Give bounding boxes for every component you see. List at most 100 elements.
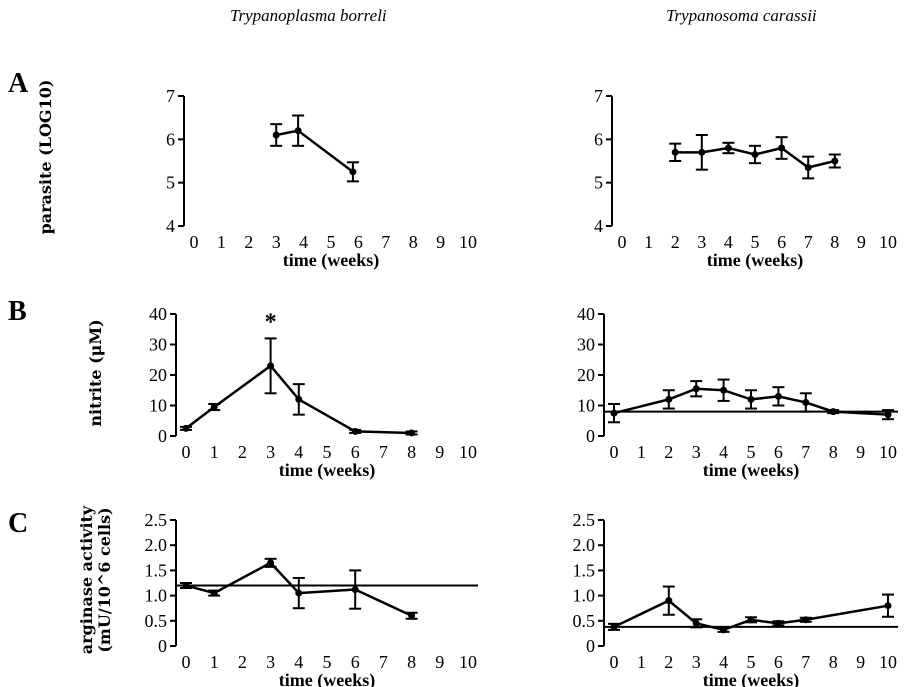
panel-b-right-x-tick-label: 10 — [879, 442, 897, 462]
panel-a-right-x-tick-label: 4 — [724, 232, 733, 252]
panel-c-right-y-tick-label: 2.5 — [573, 510, 596, 530]
panel-c-left-x-tick-label: 8 — [407, 652, 416, 672]
panel-b-right-x-tick-label: 2 — [664, 442, 673, 462]
panel-b-right-data-point — [747, 395, 755, 403]
column-title-t-carassii: Trypanosoma carassii — [666, 6, 817, 25]
panel-b-left-data-point — [210, 403, 218, 411]
panel-a-right-x-tick-label: 9 — [857, 232, 866, 252]
panel-c-right-x-tick-label: 4 — [719, 652, 728, 672]
panel-b-right-x-tick-label: 6 — [774, 442, 783, 462]
panel-c-right-data-point — [884, 602, 892, 610]
panel-a-right-y-tick-label: 7 — [594, 86, 603, 106]
panel-c-left-x-axis-label: time (weeks) — [279, 670, 375, 687]
panel-b-left-x-axis-label: time (weeks) — [279, 460, 375, 481]
panel-b-left-x-tick-label: 3 — [266, 442, 275, 462]
panel-c-left-x-tick-label: 3 — [266, 652, 275, 672]
panel-b-left-x-tick-label: 0 — [182, 442, 191, 462]
panel-a-right-data-point — [671, 148, 679, 156]
panel-b-left-x-tick-label: 5 — [323, 442, 332, 462]
panel-c-right-data-point — [774, 619, 782, 627]
panel-c-right-x-tick-label: 7 — [801, 652, 810, 672]
panel-b-right-y-tick-label: 40 — [577, 304, 595, 324]
panel-c-left-y-tick-label: 2.5 — [145, 510, 168, 530]
panel-c-left-y-tick-label: 0.5 — [145, 611, 168, 631]
panel-b-left-y-tick-label: 10 — [149, 396, 167, 416]
panel-b-right-data-point — [802, 398, 810, 406]
panel-c-right-y-tick-label: 1.0 — [573, 586, 596, 606]
panel-a-left-y-tick-label: 4 — [166, 216, 175, 236]
panel-a-left-x-tick-label: 5 — [327, 232, 336, 252]
panel-c-left-x-tick-label: 5 — [323, 652, 332, 672]
panel-a-right-x-tick-label: 0 — [618, 232, 627, 252]
panel-c-left-x-tick-label: 6 — [351, 652, 360, 672]
panel-a-right-data-point — [724, 144, 732, 152]
panel-b-left-significance-marker: * — [265, 309, 277, 335]
panel-c-right-x-tick-label: 8 — [829, 652, 838, 672]
panel-a-left-x-tick-label: 0 — [190, 232, 199, 252]
panel-b-left-data-point — [408, 429, 416, 437]
panel-c-right-x-tick-label: 2 — [664, 652, 673, 672]
panel-c-left-x-tick-label: 9 — [435, 652, 444, 672]
panel-a-left-y-tick-label: 6 — [166, 129, 175, 149]
panel-letter-b: B — [8, 296, 27, 327]
panel-a-right-x-tick-label: 5 — [751, 232, 760, 252]
panel-b-left-data-point — [295, 395, 303, 403]
panel-b-left-data-point — [351, 427, 359, 435]
panel-b-right-data-point — [720, 386, 728, 394]
panel-c-left-series-line — [185, 561, 413, 617]
panel-b-left-x-tick-label: 7 — [379, 442, 388, 462]
panel-c-right-x-axis-label: time (weeks) — [703, 670, 799, 687]
panel-a-left-x-tick-label: 1 — [217, 232, 226, 252]
panel-b-right-x-tick-label: 9 — [856, 442, 865, 462]
panel-b-left-x-tick-label: 2 — [238, 442, 247, 462]
panel-c-left-x-tick-label: 0 — [182, 652, 191, 672]
panel-c-right-x-tick-label: 3 — [692, 652, 701, 672]
panel-b-left-x-tick-label: 1 — [210, 442, 219, 462]
panel-a-right-x-axis-label: time (weeks) — [707, 250, 803, 271]
panel-b-left-x-tick-label: 4 — [294, 442, 303, 462]
panel-b-right-y-tick-label: 0 — [586, 426, 595, 446]
panel-c-left-y-tick-label: 2.0 — [145, 535, 168, 555]
panel-b-right-y-tick-label: 20 — [577, 365, 595, 385]
panel-c-right-x-tick-label: 1 — [637, 652, 646, 672]
panel-a-right-data-point — [831, 157, 839, 165]
panel-a-left-data-point — [294, 127, 302, 135]
panel-a-left-x-tick-label: 4 — [299, 232, 308, 252]
panel-a-right-data-point — [751, 151, 759, 158]
panel-a-left-x-tick-label: 8 — [409, 232, 418, 252]
panel-c-left-data-point — [295, 589, 303, 597]
panel-c-right-data-point — [802, 616, 810, 624]
panel-a-left-x-tick-label: 2 — [244, 232, 253, 252]
panel-a-right-data-point — [778, 144, 786, 152]
panel-b-right-x-tick-label: 4 — [719, 442, 728, 462]
panel-b-left-y-tick-label: 20 — [149, 365, 167, 385]
panel-c-right-data-point — [665, 597, 673, 605]
panel-b-right-x-tick-label: 0 — [610, 442, 619, 462]
panel-c-right-data-point — [610, 623, 618, 631]
panel-a-right-x-tick-label: 8 — [830, 232, 839, 252]
panel-b-right-x-tick-label: 3 — [692, 442, 701, 462]
panel-b-right-data-point — [665, 395, 673, 403]
panel-b-right-y-tick-label: 10 — [577, 396, 595, 416]
panel-b-left-x-tick-label: 8 — [407, 442, 416, 462]
panel-a-left-x-tick-label: 3 — [272, 232, 281, 252]
panel-c-left-y-tick-label: 1.5 — [145, 560, 168, 580]
panel-b-left-y-tick-label: 40 — [149, 304, 167, 324]
panel-a-right-y-tick-label: 5 — [594, 173, 603, 193]
panel-a-right-x-tick-label: 10 — [879, 232, 897, 252]
panel-c-left-x-tick-label: 4 — [294, 652, 303, 672]
panel-a-left-y-tick-label: 5 — [166, 173, 175, 193]
panel-a-right-y-tick-label: 4 — [594, 216, 603, 236]
panel-c-right-y-tick-label: 1.5 — [573, 560, 596, 580]
panel-c-right-y-tick-label: 0.5 — [573, 611, 596, 631]
panel-c-left-x-tick-label: 1 — [210, 652, 219, 672]
panel-c-left-data-point — [267, 559, 275, 567]
panel-b-right-x-tick-label: 1 — [637, 442, 646, 462]
panel-a-right-x-tick-label: 2 — [671, 232, 680, 252]
panel-c-left-y-tick-label: 0 — [158, 636, 167, 656]
column-title-t-borreli: Trypanoplasma borreli — [230, 6, 387, 25]
